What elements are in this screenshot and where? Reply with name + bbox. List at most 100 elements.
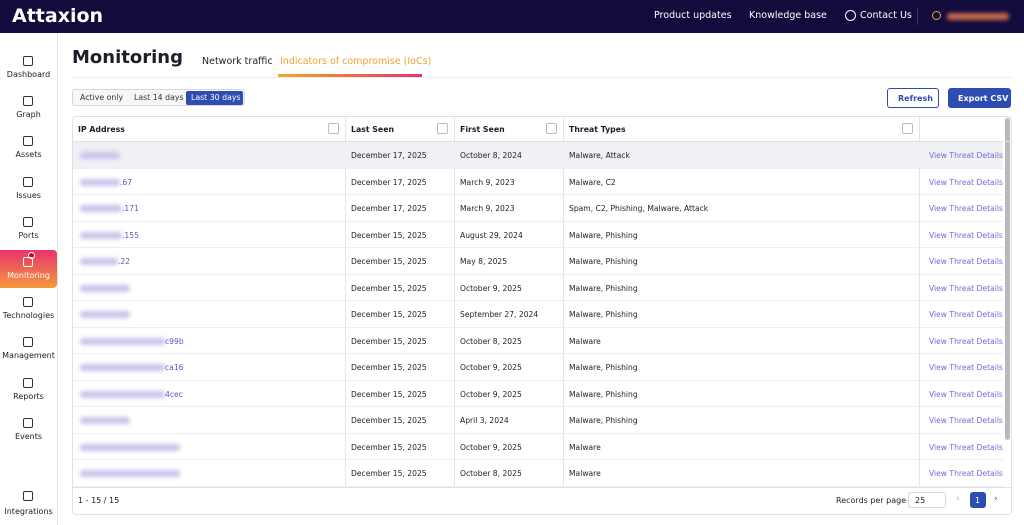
- nav-icon[interactable]: [23, 216, 33, 227]
- ip-suffix[interactable]: 4cec: [165, 389, 183, 399]
- export-button[interactable]: [948, 88, 1011, 108]
- ip-suffix[interactable]: .67: [120, 177, 133, 187]
- tab[interactable]: Indicators of compromise (IoCs): [280, 56, 432, 67]
- ip-address[interactable]: [80, 311, 130, 318]
- table-row[interactable]: [73, 222, 1003, 248]
- ip-address[interactable]: [80, 364, 165, 371]
- user-name[interactable]: [947, 13, 1009, 20]
- ip-suffix[interactable]: ca16: [165, 363, 184, 372]
- table-row[interactable]: [73, 169, 1003, 195]
- ip-suffix[interactable]: .22: [118, 257, 131, 266]
- nav-icon[interactable]: [23, 491, 33, 501]
- view-details-link[interactable]: View Threat Details: [929, 469, 1003, 478]
- column-header[interactable]: IP Address: [78, 125, 125, 134]
- ip-suffix[interactable]: c99b: [165, 336, 184, 346]
- view-details-link[interactable]: View Threat Details: [929, 389, 1003, 399]
- table-row[interactable]: [73, 328, 1003, 354]
- filter-icon[interactable]: [437, 123, 448, 134]
- tab[interactable]: Network traffic: [202, 56, 273, 67]
- per-page-value[interactable]: 25: [915, 496, 926, 505]
- filter-active-bg[interactable]: [186, 91, 243, 105]
- table-row[interactable]: [73, 301, 1003, 328]
- ip-address[interactable]: [80, 470, 180, 477]
- user-icon[interactable]: [932, 11, 941, 20]
- ip-address[interactable]: [80, 178, 120, 186]
- ip-address[interactable]: [80, 231, 122, 239]
- table-row[interactable]: [73, 248, 1003, 275]
- table-row[interactable]: [73, 434, 1003, 460]
- view-details-link[interactable]: View Threat Details: [929, 416, 1003, 425]
- filter-icon[interactable]: [328, 123, 339, 134]
- ip-address[interactable]: [80, 337, 165, 345]
- header-link[interactable]: Contact Us: [860, 10, 912, 21]
- nav-icon[interactable]: [23, 176, 33, 187]
- view-details-link[interactable]: View Threat Details: [929, 363, 1003, 372]
- ip-address[interactable]: [80, 284, 130, 292]
- view-details-link[interactable]: View Threat Details: [929, 336, 1003, 346]
- ip-address[interactable]: [80, 390, 165, 398]
- per-page-select[interactable]: [908, 492, 946, 508]
- first-seen: March 9, 2023: [460, 177, 515, 187]
- table-row[interactable]: [73, 381, 1003, 407]
- nav-icon[interactable]: [23, 136, 33, 147]
- brand[interactable]: Attaxion: [12, 5, 104, 27]
- nav-icon[interactable]: [23, 96, 33, 107]
- header-link[interactable]: Knowledge base: [749, 10, 827, 21]
- nav-icon[interactable]: [23, 56, 33, 66]
- filter-icon[interactable]: [546, 123, 557, 134]
- ip-address[interactable]: [80, 152, 120, 159]
- nav-item[interactable]: Reports: [13, 391, 44, 401]
- nav-item[interactable]: Assets: [15, 150, 42, 160]
- ip-address[interactable]: [80, 258, 118, 265]
- table-row[interactable]: [73, 195, 1003, 222]
- view-details-link[interactable]: View Threat Details: [929, 442, 1003, 452]
- filter-icon[interactable]: [902, 123, 913, 134]
- table-row[interactable]: [73, 142, 1003, 169]
- nav-icon[interactable]: [23, 257, 33, 267]
- view-details-link[interactable]: View Threat Details: [929, 151, 1003, 160]
- nav-item[interactable]: Events: [14, 431, 43, 441]
- nav-icon[interactable]: [23, 297, 33, 308]
- nav-item[interactable]: Management: [2, 351, 55, 361]
- nav-item[interactable]: Graph: [16, 110, 41, 120]
- nav-item[interactable]: Ports: [18, 230, 39, 240]
- ip-suffix[interactable]: .171: [122, 204, 139, 213]
- nav-item[interactable]: Monitoring: [7, 271, 50, 280]
- ip-suffix[interactable]: .155: [122, 230, 139, 240]
- nav-item[interactable]: Technologies: [2, 311, 55, 321]
- table-row[interactable]: [73, 407, 1003, 434]
- column-header[interactable]: Threat Types: [569, 125, 626, 134]
- header-link[interactable]: Product updates: [654, 10, 732, 21]
- filter-option[interactable]: Last 14 days: [134, 93, 184, 102]
- ip-address[interactable]: [80, 417, 130, 424]
- view-details-link[interactable]: View Threat Details: [929, 283, 1003, 293]
- nav-icon[interactable]: [23, 417, 33, 428]
- table-row[interactable]: [73, 460, 1003, 487]
- table-row[interactable]: [73, 275, 1003, 301]
- nav-icon[interactable]: [23, 377, 33, 388]
- button-label[interactable]: Export CSV: [958, 94, 1009, 103]
- nav-item[interactable]: Issues: [16, 190, 41, 200]
- page-current[interactable]: 1: [975, 496, 981, 505]
- next-page[interactable]: ›: [994, 494, 998, 504]
- filter-option[interactable]: Last 30 days: [191, 93, 241, 102]
- nav-item[interactable]: Integrations: [4, 507, 53, 516]
- view-details-link[interactable]: View Threat Details: [929, 177, 1003, 187]
- view-details-link[interactable]: View Threat Details: [929, 310, 1003, 319]
- view-details-link[interactable]: View Threat Details: [929, 204, 1003, 213]
- scrollbar[interactable]: [1005, 118, 1010, 440]
- view-details-link[interactable]: View Threat Details: [929, 257, 1003, 266]
- prev-page[interactable]: ‹: [956, 494, 960, 504]
- column-header[interactable]: Last Seen: [351, 125, 395, 134]
- refresh-button[interactable]: [887, 88, 939, 108]
- table-row[interactable]: [73, 354, 1003, 381]
- ip-address[interactable]: [80, 443, 180, 451]
- view-details-link[interactable]: View Threat Details: [929, 230, 1003, 240]
- nav-item[interactable]: Dashboard: [6, 70, 51, 79]
- button-label[interactable]: Refresh: [898, 94, 933, 103]
- ip-address[interactable]: [80, 205, 122, 212]
- column-header[interactable]: First Seen: [460, 125, 505, 134]
- nav-icon[interactable]: [23, 337, 33, 348]
- filter-option[interactable]: Active only: [80, 93, 124, 102]
- page-current-bg[interactable]: [970, 492, 986, 508]
